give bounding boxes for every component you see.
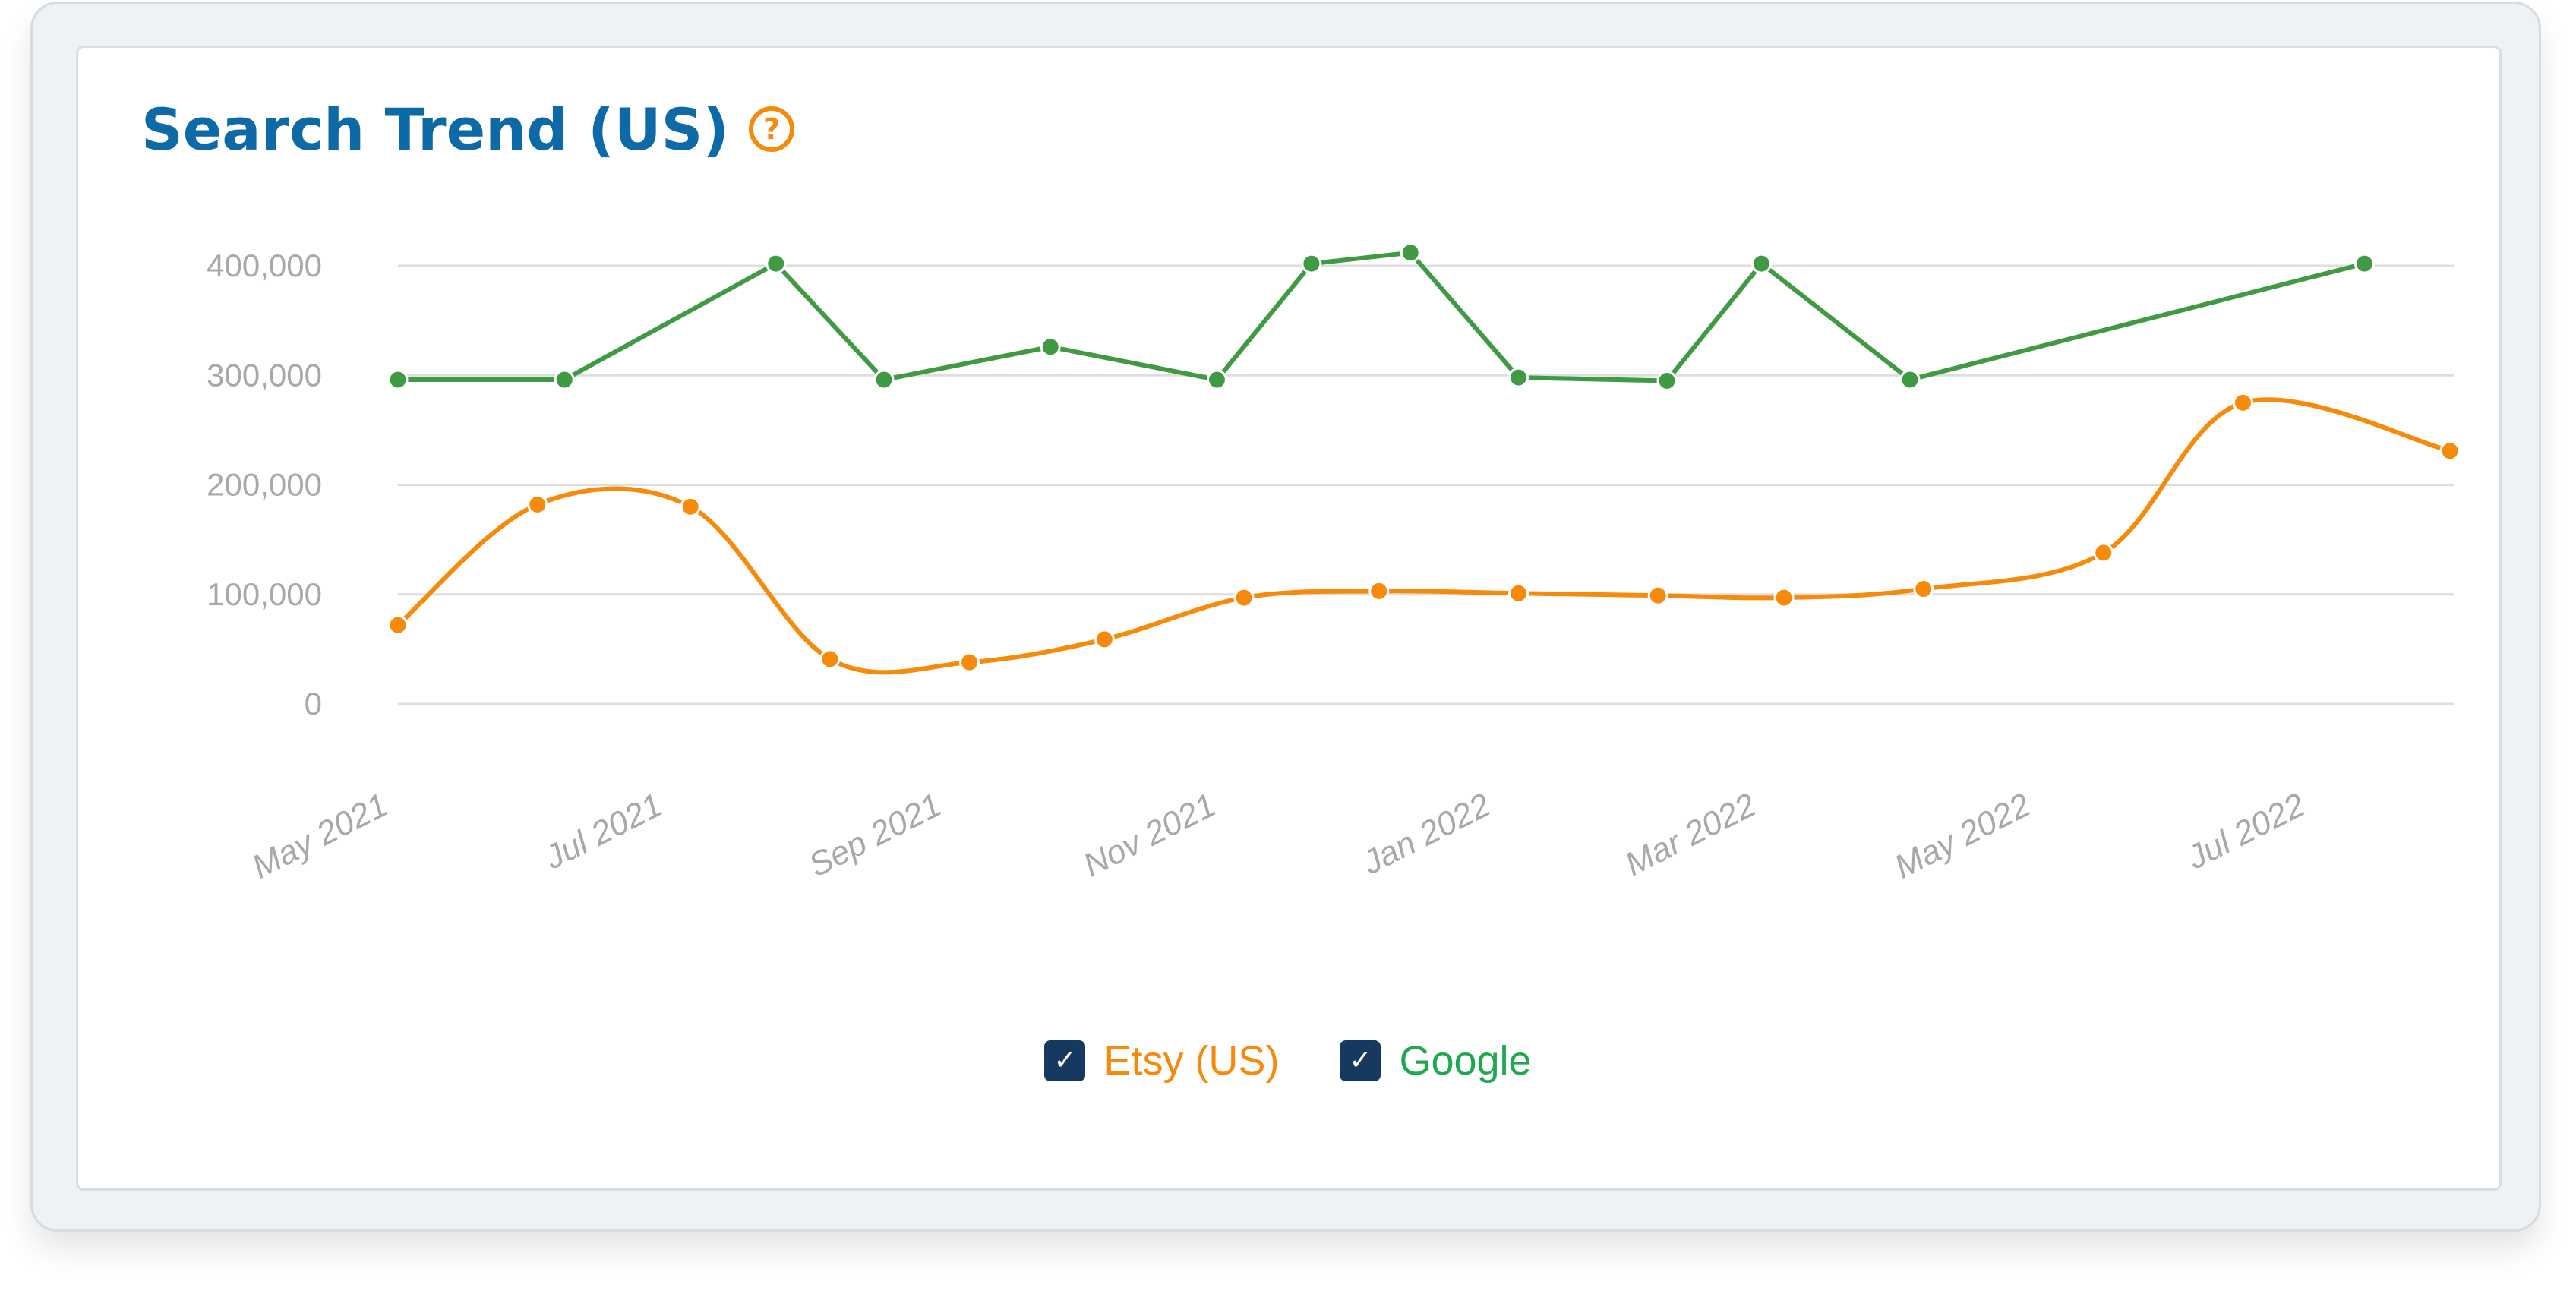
y-tick-label: 0 [305,686,322,721]
etsy-data-point [1368,580,1390,601]
y-tick-label: 300,000 [207,357,322,393]
google-data-point [1400,242,1421,264]
google-data-point [1750,253,1772,274]
x-tick-label: Mar 2022 [1619,786,1762,883]
google-data-point [1507,367,1529,388]
x-tick-label: Jul 2021 [538,786,668,877]
x-tick-label: May 2021 [246,786,393,885]
google-data-point [2353,253,2375,274]
google-data-point [1206,369,1227,390]
etsy-data-point [680,496,701,517]
checkbox-checked-icon[interactable]: ✓ [1044,1040,1086,1081]
google-series-line [396,250,2367,383]
google-data-point [1040,336,1061,358]
series-layer [387,242,2461,675]
legend-item-etsy[interactable]: ✓ Etsy (US) [1044,1037,1279,1084]
y-tick-label: 200,000 [207,467,322,503]
etsy-data-point [387,614,409,636]
google-data-point [1301,253,1322,274]
google-data-point [873,369,895,390]
chart-card [76,46,2502,1191]
etsy-data-point [1507,582,1529,604]
legend-item-google[interactable]: ✓ Google [1340,1037,1532,1084]
google-data-point [1899,369,1921,390]
y-axis-ticks: 0 100,000 200,000 300,000 400,000 [207,248,322,721]
legend-label-etsy: Etsy (US) [1103,1038,1280,1084]
google-data-point [387,369,409,390]
etsy-data-point [1913,579,1934,600]
etsy-data-point [1647,585,1668,606]
title-row: Search Trend (US) ? [141,84,795,175]
google-data-point [1656,370,1678,391]
etsy-data-point [2093,542,2114,563]
x-tick-label: Nov 2021 [1078,786,1222,884]
checkbox-checked-icon[interactable]: ✓ [1340,1040,1381,1081]
etsy-data-point [2232,392,2253,413]
chart-title: Search Trend (US) [141,95,730,163]
x-tick-label: Jan 2022 [1356,786,1496,882]
google-data-point [766,253,787,274]
google-data-point [554,369,575,390]
x-tick-label: Sep 2021 [803,786,947,884]
legend: ✓ Etsy (US) ✓ Google [0,1037,2576,1084]
etsy-data-point [1773,587,1795,608]
y-tick-label: 400,000 [207,248,322,283]
etsy-data-point [819,648,841,670]
x-tick-label: Jul 2022 [2180,786,2310,877]
legend-label-google: Google [1399,1038,1532,1084]
etsy-data-point [1233,587,1255,608]
question-circle-icon[interactable]: ? [749,106,795,152]
etsy-data-point [2439,440,2461,462]
etsy-data-point [527,494,548,515]
etsy-data-point [1094,629,1115,650]
etsy-data-point [959,652,980,673]
etsy-series-line [396,397,2453,675]
x-axis-ticks: May 2021 Jul 2021 Sep 2021 Nov 2021 Jan 2022… [246,786,2311,885]
x-tick-label: May 2022 [1889,786,2036,885]
grid-lines [398,264,2454,705]
y-tick-label: 100,000 [207,576,322,612]
